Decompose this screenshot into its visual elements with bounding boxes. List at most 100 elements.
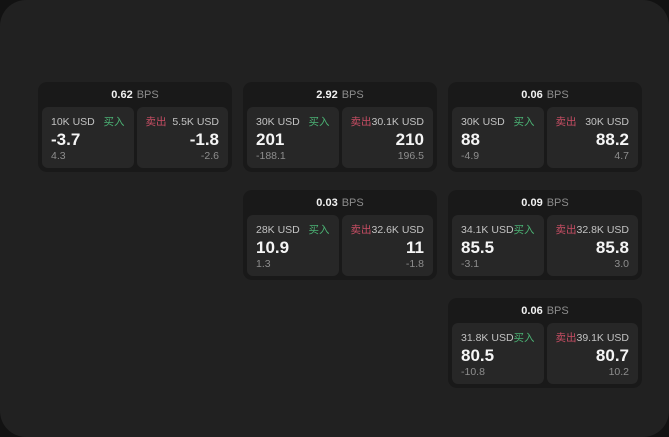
buy-price-value: 201 [256, 130, 285, 149]
buy-change-value: -4.9 [461, 150, 480, 162]
buy-tile[interactable]: 28K USD 买入 10.9 1.3 [247, 215, 339, 276]
buy-tile-header: 10K USD 买入 [51, 114, 125, 129]
sell-change-value: -1.8 [405, 258, 424, 270]
sell-amount-label: 32.6K USD [371, 223, 425, 236]
quote-grid: 0.62 BPS 10K USD 买入 -3.7 4.3 卖出 5.5K USD… [38, 82, 642, 388]
buy-amount-label: 34.1K USD [461, 223, 514, 236]
buy-side-label: 买入 [513, 116, 535, 128]
sell-tile[interactable]: 卖出 32.8K USD 85.8 3.0 [546, 215, 638, 276]
bps-value: 0.06 [521, 304, 543, 317]
bps-unit-label: BPS [136, 88, 159, 101]
buy-tile-header: 34.1K USD 买入 [461, 222, 535, 237]
sell-tile[interactable]: 卖出 39.1K USD 80.7 10.2 [546, 323, 638, 384]
tiles-row: 30K USD 买入 88 -4.9 卖出 30K USD 88.2 4.7 [452, 107, 638, 168]
bps-unit-label: BPS [341, 88, 364, 101]
buy-change-value: -188.1 [256, 150, 286, 162]
bps-unit-label: BPS [546, 88, 569, 101]
buy-tile[interactable]: 30K USD 买入 201 -188.1 [247, 107, 339, 168]
sell-tile[interactable]: 卖出 5.5K USD -1.8 -2.6 [136, 107, 228, 168]
sell-change-value: -2.6 [200, 150, 219, 162]
tiles-row: 34.1K USD 买入 85.5 -3.1 卖出 32.8K USD 85.8… [452, 215, 638, 276]
buy-tile[interactable]: 30K USD 买入 88 -4.9 [452, 107, 544, 168]
buy-change-value: 1.3 [256, 258, 271, 270]
bps-unit-label: BPS [546, 196, 569, 209]
buy-tile-header: 30K USD 买入 [256, 114, 330, 129]
quote-column-3: 0.06 BPS 30K USD 买入 88 -4.9 卖出 30K USD 8… [448, 82, 642, 388]
sell-change-value: 10.2 [608, 366, 629, 378]
sell-price-value: 85.8 [595, 238, 629, 257]
bps-value: 0.03 [316, 196, 338, 209]
sell-tile-header: 卖出 39.1K USD [556, 330, 630, 345]
bps-header: 0.06 BPS [448, 298, 642, 323]
buy-change-value: -3.1 [461, 258, 480, 270]
buy-amount-label: 10K USD [51, 115, 95, 128]
bps-value: 0.09 [521, 196, 543, 209]
bps-value: 2.92 [316, 88, 338, 101]
buy-tile-header: 28K USD 买入 [256, 222, 330, 237]
quote-card: 0.06 BPS 30K USD 买入 88 -4.9 卖出 30K USD 8… [448, 82, 642, 172]
quote-column-2: 2.92 BPS 30K USD 买入 201 -188.1 卖出 30.1K … [243, 82, 437, 280]
quote-card: 0.06 BPS 31.8K USD 买入 80.5 -10.8 卖出 39.1… [448, 298, 642, 388]
tiles-row: 31.8K USD 买入 80.5 -10.8 卖出 39.1K USD 80.… [452, 323, 638, 384]
buy-amount-label: 31.8K USD [461, 331, 514, 344]
buy-price-value: 80.5 [461, 346, 495, 365]
sell-amount-label: 30.1K USD [371, 115, 425, 128]
buy-tile[interactable]: 34.1K USD 买入 85.5 -3.1 [452, 215, 544, 276]
sell-amount-label: 39.1K USD [576, 331, 630, 344]
quote-column-1: 0.62 BPS 10K USD 买入 -3.7 4.3 卖出 5.5K USD… [38, 82, 232, 172]
buy-tile[interactable]: 10K USD 买入 -3.7 4.3 [42, 107, 134, 168]
quote-card: 0.03 BPS 28K USD 买入 10.9 1.3 卖出 32.6K US… [243, 190, 437, 280]
sell-tile-header: 卖出 32.8K USD [556, 222, 630, 237]
buy-price-value: -3.7 [51, 130, 81, 149]
buy-tile[interactable]: 31.8K USD 买入 80.5 -10.8 [452, 323, 544, 384]
bps-header: 0.06 BPS [448, 82, 642, 107]
sell-side-label: 卖出 [555, 224, 577, 236]
tiles-row: 28K USD 买入 10.9 1.3 卖出 32.6K USD 11 -1.8 [247, 215, 433, 276]
buy-amount-label: 30K USD [461, 115, 505, 128]
bps-header: 0.03 BPS [243, 190, 437, 215]
sell-price-value: 210 [395, 130, 424, 149]
buy-price-value: 10.9 [256, 238, 290, 257]
buy-change-value: -10.8 [461, 366, 485, 378]
sell-tile-header: 卖出 5.5K USD [146, 114, 220, 129]
sell-change-value: 3.0 [614, 258, 629, 270]
buy-price-value: 88 [461, 130, 480, 149]
sell-side-label: 卖出 [555, 332, 577, 344]
sell-tile[interactable]: 卖出 30K USD 88.2 4.7 [546, 107, 638, 168]
bps-value: 0.62 [111, 88, 133, 101]
tiles-row: 30K USD 买入 201 -188.1 卖出 30.1K USD 210 1… [247, 107, 433, 168]
sell-amount-label: 5.5K USD [172, 115, 219, 128]
sell-amount-label: 30K USD [585, 115, 629, 128]
bps-unit-label: BPS [341, 196, 364, 209]
buy-amount-label: 28K USD [256, 223, 300, 236]
buy-tile-header: 30K USD 买入 [461, 114, 535, 129]
quote-card: 0.62 BPS 10K USD 买入 -3.7 4.3 卖出 5.5K USD… [38, 82, 232, 172]
sell-price-value: 11 [406, 238, 424, 257]
sell-tile[interactable]: 卖出 32.6K USD 11 -1.8 [341, 215, 433, 276]
sell-side-label: 卖出 [350, 224, 372, 236]
tiles-row: 10K USD 买入 -3.7 4.3 卖出 5.5K USD -1.8 -2.… [42, 107, 228, 168]
sell-tile-header: 卖出 30K USD [556, 114, 630, 129]
sell-amount-label: 32.8K USD [576, 223, 630, 236]
buy-side-label: 买入 [513, 332, 535, 344]
sell-price-value: 88.2 [595, 130, 629, 149]
buy-side-label: 买入 [103, 116, 125, 128]
bps-value: 0.06 [521, 88, 543, 101]
bps-header: 0.09 BPS [448, 190, 642, 215]
sell-price-value: 80.7 [595, 346, 629, 365]
buy-amount-label: 30K USD [256, 115, 300, 128]
buy-tile-header: 31.8K USD 买入 [461, 330, 535, 345]
sell-tile-header: 卖出 32.6K USD [351, 222, 425, 237]
sell-tile[interactable]: 卖出 30.1K USD 210 196.5 [341, 107, 433, 168]
sell-tile-header: 卖出 30.1K USD [351, 114, 425, 129]
bps-unit-label: BPS [546, 304, 569, 317]
buy-side-label: 买入 [513, 224, 535, 236]
quote-card: 2.92 BPS 30K USD 买入 201 -188.1 卖出 30.1K … [243, 82, 437, 172]
bps-header: 0.62 BPS [38, 82, 232, 107]
buy-side-label: 买入 [308, 224, 330, 236]
sell-change-value: 4.7 [614, 150, 629, 162]
buy-price-value: 85.5 [461, 238, 495, 257]
sell-change-value: 196.5 [397, 150, 424, 162]
buy-side-label: 买入 [308, 116, 330, 128]
